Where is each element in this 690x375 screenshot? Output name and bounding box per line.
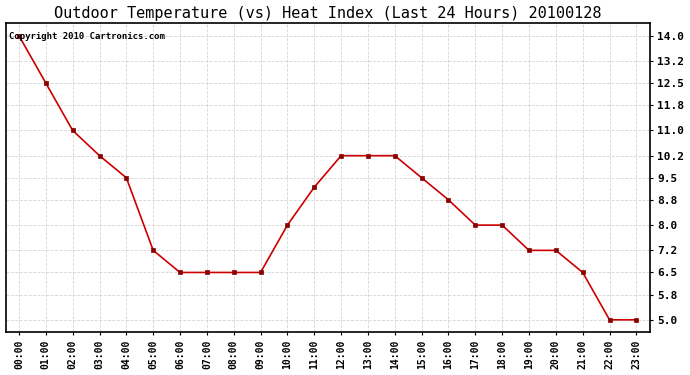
Title: Outdoor Temperature (vs) Heat Index (Last 24 Hours) 20100128: Outdoor Temperature (vs) Heat Index (Las…: [54, 6, 602, 21]
Text: Copyright 2010 Cartronics.com: Copyright 2010 Cartronics.com: [9, 32, 165, 41]
